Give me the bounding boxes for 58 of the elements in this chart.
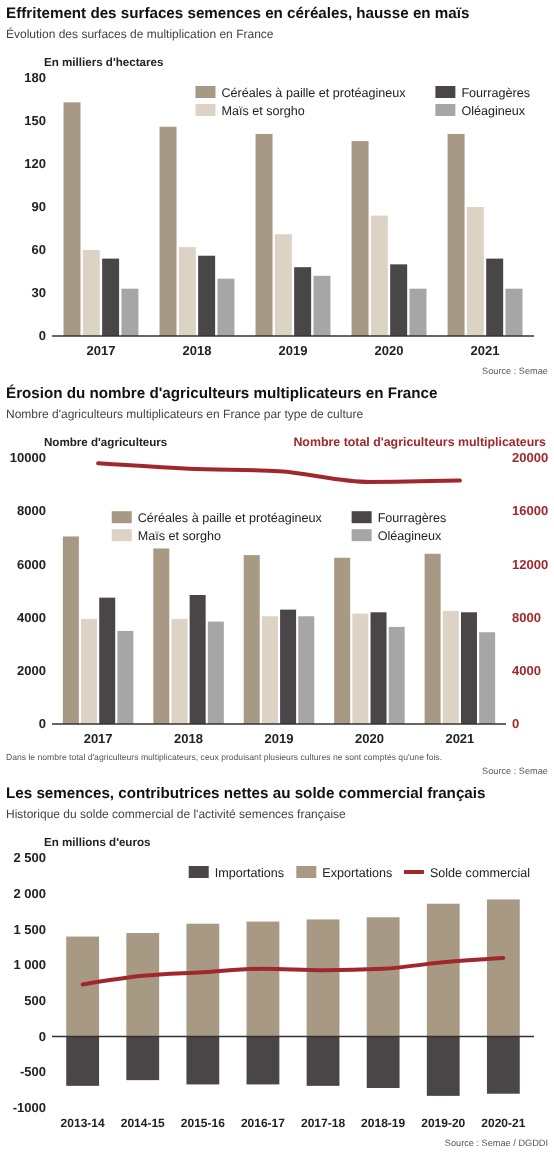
bar — [126, 1036, 160, 1081]
bar — [426, 1036, 460, 1096]
bar — [388, 626, 405, 724]
bar — [66, 936, 100, 1037]
bar — [66, 1036, 100, 1086]
bar — [217, 278, 235, 336]
bar — [246, 921, 280, 1037]
bar — [99, 597, 116, 724]
bar — [366, 1036, 400, 1088]
bar — [255, 133, 273, 336]
bar — [306, 1036, 340, 1086]
bar — [117, 630, 134, 724]
bar — [81, 618, 98, 724]
bar — [159, 126, 177, 336]
bar — [280, 609, 297, 724]
bar — [274, 234, 292, 336]
bar — [352, 613, 369, 724]
bar — [178, 247, 196, 336]
bar — [294, 267, 312, 336]
bar — [479, 632, 496, 724]
bar — [63, 102, 81, 336]
line-series — [96, 461, 462, 484]
bar — [460, 612, 477, 724]
bar — [486, 899, 520, 1037]
bar — [186, 1036, 220, 1085]
bar — [424, 553, 441, 724]
bar — [370, 215, 388, 336]
bar — [486, 1036, 520, 1094]
bar — [442, 610, 459, 724]
bar — [207, 621, 224, 724]
bar — [466, 207, 484, 336]
bar — [82, 250, 100, 336]
bar — [62, 536, 79, 724]
bar — [121, 288, 139, 336]
bar — [306, 919, 340, 1037]
bar — [351, 141, 369, 336]
bar — [198, 255, 216, 336]
bar — [171, 618, 188, 724]
bar — [261, 616, 278, 724]
bar — [102, 258, 120, 336]
bar — [409, 288, 427, 336]
bar — [390, 264, 408, 336]
bar — [186, 923, 220, 1037]
bar — [313, 275, 331, 336]
bar — [486, 258, 504, 336]
bar — [243, 555, 260, 724]
bar — [126, 933, 160, 1037]
bar — [370, 612, 387, 724]
line-series — [80, 956, 506, 987]
bar — [366, 917, 400, 1037]
bar — [153, 548, 170, 724]
bar — [505, 288, 523, 336]
bar — [189, 594, 206, 724]
bar — [246, 1036, 280, 1085]
bar — [426, 903, 460, 1037]
bar — [298, 616, 315, 724]
bar — [334, 557, 351, 724]
bar — [447, 133, 465, 336]
